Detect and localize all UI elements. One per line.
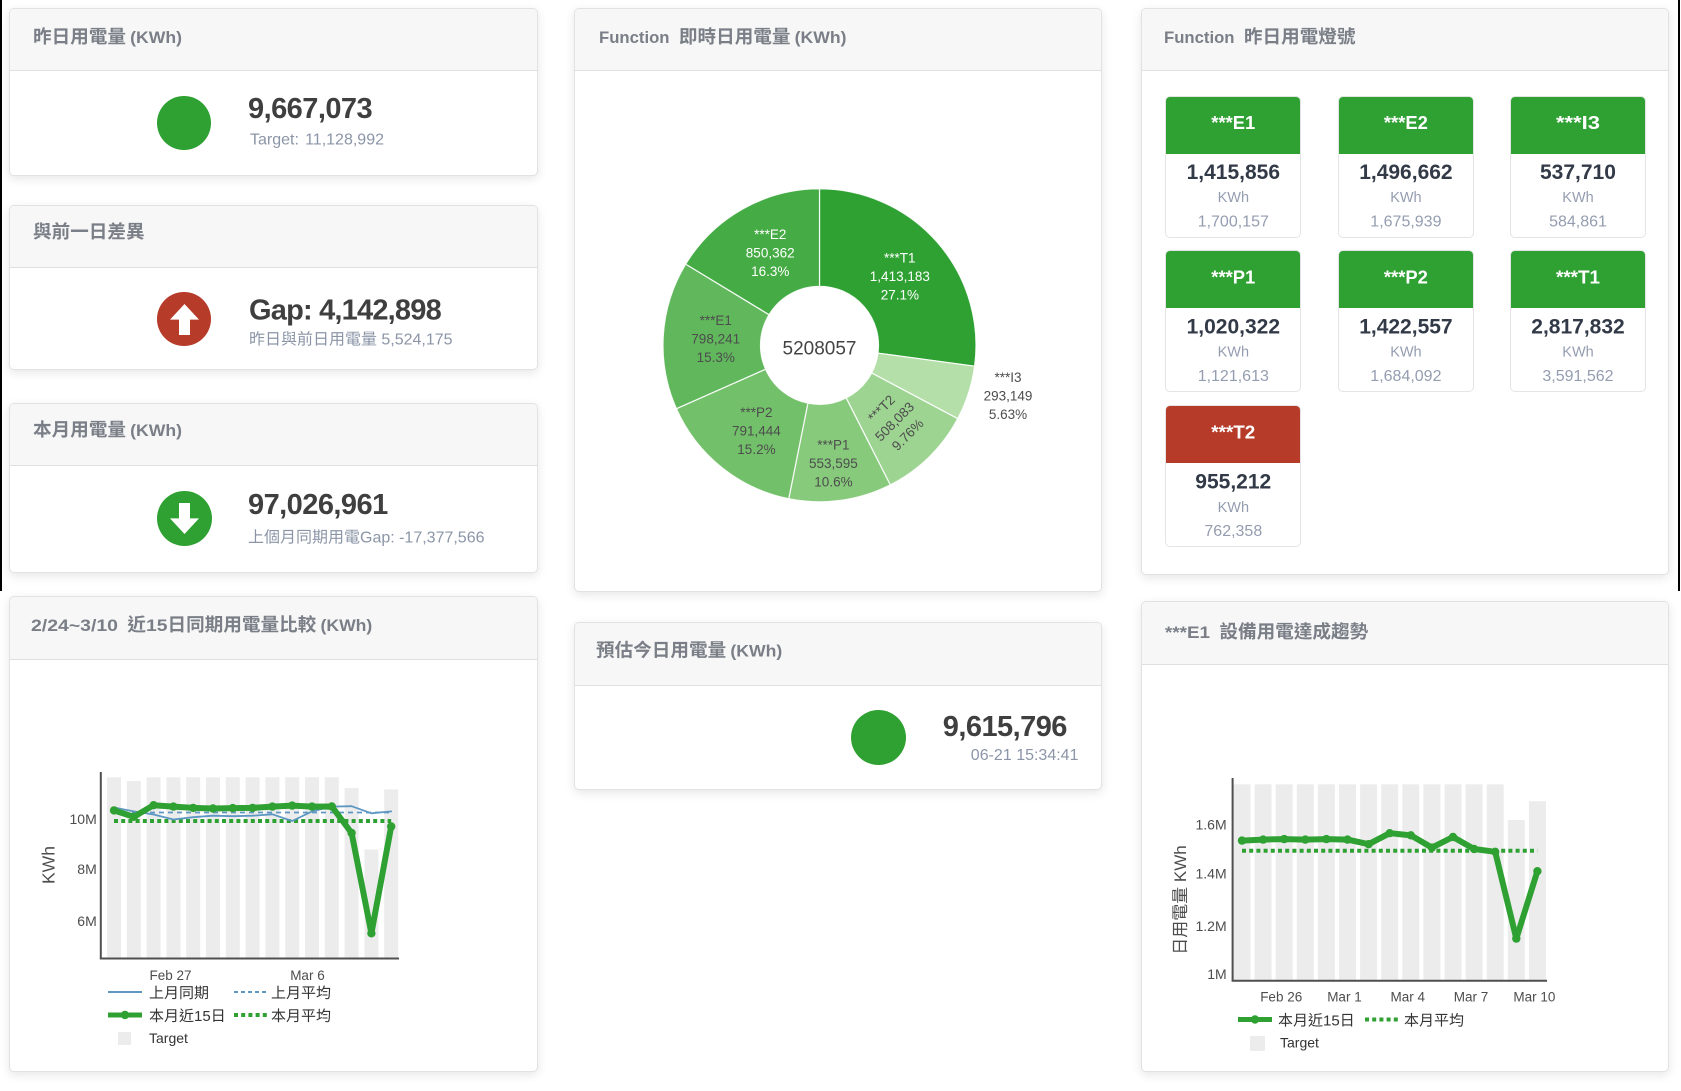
svg-text:(KWh): (KWh) xyxy=(130,28,182,47)
svg-text:KWh: KWh xyxy=(1218,190,1249,206)
svg-text:KWh: KWh xyxy=(1390,345,1421,361)
svg-text:1,413,183: 1,413,183 xyxy=(870,269,930,284)
svg-text:293,149: 293,149 xyxy=(984,389,1033,404)
svg-text:***E2: ***E2 xyxy=(754,227,786,242)
svg-text:850,362: 850,362 xyxy=(746,246,795,261)
svg-text:10M: 10M xyxy=(70,811,97,827)
svg-text:3,591,562: 3,591,562 xyxy=(1542,368,1613,385)
svg-text:762,358: 762,358 xyxy=(1204,523,1262,540)
svg-text:1M: 1M xyxy=(1207,966,1226,982)
svg-text:15.2%: 15.2% xyxy=(737,442,775,457)
svg-text:***E1: ***E1 xyxy=(700,313,732,328)
svg-text:1,415,856: 1,415,856 xyxy=(1187,161,1280,184)
svg-text:Mar: Mar xyxy=(290,968,314,983)
svg-text:15.3%: 15.3% xyxy=(697,350,735,365)
svg-text:Mar: Mar xyxy=(1454,990,1478,1005)
svg-text:Feb: Feb xyxy=(1260,990,1283,1005)
svg-text:1,422,557: 1,422,557 xyxy=(1359,315,1452,338)
svg-text:***T1: ***T1 xyxy=(1556,267,1600,287)
svg-text:6M: 6M xyxy=(77,913,96,929)
svg-text:***I3: ***I3 xyxy=(995,370,1022,385)
svg-text:6: 6 xyxy=(317,968,325,983)
svg-text:KWh: KWh xyxy=(1171,845,1190,882)
svg-text:Function: Function xyxy=(599,28,670,47)
svg-text:537,710: 537,710 xyxy=(1540,161,1616,184)
svg-text:***P1: ***P1 xyxy=(817,437,849,452)
svg-text:KWh: KWh xyxy=(39,846,59,884)
svg-text:1: 1 xyxy=(1354,990,1362,1005)
svg-text:***P2: ***P2 xyxy=(740,405,772,420)
svg-text:16.3%: 16.3% xyxy=(751,264,789,279)
svg-text:***T2: ***T2 xyxy=(1211,422,1255,442)
svg-text:***P2: ***P2 xyxy=(1384,267,1428,287)
svg-text:***E1: ***E1 xyxy=(1211,113,1255,133)
svg-text:Mar: Mar xyxy=(1513,990,1537,1005)
svg-text:(KWh): (KWh) xyxy=(795,28,847,47)
svg-text:27.1%: 27.1% xyxy=(881,288,919,303)
svg-text:KWh: KWh xyxy=(1218,345,1249,361)
svg-text:10: 10 xyxy=(1540,990,1555,1005)
svg-text:4,142,898: 4,142,898 xyxy=(319,295,441,327)
svg-text:KWh: KWh xyxy=(1218,500,1249,516)
svg-text:15: 15 xyxy=(1323,1013,1340,1030)
svg-text:***T1: ***T1 xyxy=(884,251,916,266)
svg-text:-17,377,566: -17,377,566 xyxy=(399,530,485,547)
svg-text:5.63%: 5.63% xyxy=(989,407,1027,422)
svg-text:(KWh): (KWh) xyxy=(130,421,182,440)
svg-text:9,615,796: 9,615,796 xyxy=(943,711,1067,743)
svg-text:KWh: KWh xyxy=(1390,190,1421,206)
svg-text:Target: Target xyxy=(1280,1035,1319,1051)
svg-text:27: 27 xyxy=(177,968,192,983)
svg-text:1.6M: 1.6M xyxy=(1196,816,1227,832)
svg-text:Target:: Target: xyxy=(250,132,299,149)
svg-text:(KWh): (KWh) xyxy=(730,642,782,661)
svg-text:9,667,073: 9,667,073 xyxy=(248,93,372,125)
svg-text:1,684,092: 1,684,092 xyxy=(1370,368,1441,385)
svg-text:Gap:: Gap: xyxy=(249,295,312,327)
svg-text:553,595: 553,595 xyxy=(809,456,858,471)
svg-text:1,496,662: 1,496,662 xyxy=(1359,161,1452,184)
svg-text:1,675,939: 1,675,939 xyxy=(1370,214,1441,231)
svg-text:26: 26 xyxy=(1287,990,1302,1005)
svg-text:15: 15 xyxy=(146,616,168,635)
svg-text:***I3: ***I3 xyxy=(1556,113,1600,133)
svg-text:Gap:: Gap: xyxy=(360,530,395,547)
svg-text:2,817,832: 2,817,832 xyxy=(1531,315,1624,338)
svg-text:***E1: ***E1 xyxy=(1165,623,1210,642)
svg-text:955,212: 955,212 xyxy=(1195,470,1271,493)
svg-text:1,700,157: 1,700,157 xyxy=(1198,214,1269,231)
svg-text:791,444: 791,444 xyxy=(732,423,781,438)
svg-text:Mar: Mar xyxy=(1391,990,1415,1005)
svg-text:Target: Target xyxy=(149,1030,188,1046)
svg-text:Function: Function xyxy=(1164,28,1235,47)
svg-text:(KWh): (KWh) xyxy=(321,616,373,635)
svg-text:Feb: Feb xyxy=(150,968,173,983)
svg-text:5208057: 5208057 xyxy=(783,338,857,359)
svg-text:11,128,992: 11,128,992 xyxy=(305,132,384,149)
svg-text:15:34:41: 15:34:41 xyxy=(1016,747,1078,764)
svg-text:584,861: 584,861 xyxy=(1549,214,1607,231)
svg-text:06-21: 06-21 xyxy=(971,747,1012,764)
svg-text:Mar: Mar xyxy=(1327,990,1351,1005)
svg-text:15: 15 xyxy=(194,1008,211,1025)
svg-text:1,121,613: 1,121,613 xyxy=(1198,368,1269,385)
svg-text:7: 7 xyxy=(1481,990,1489,1005)
svg-text:KWh: KWh xyxy=(1562,190,1593,206)
svg-text:97,026,961: 97,026,961 xyxy=(248,489,388,521)
svg-text:***P1: ***P1 xyxy=(1211,267,1255,287)
svg-text:1.2M: 1.2M xyxy=(1196,918,1227,934)
svg-text:KWh: KWh xyxy=(1562,345,1593,361)
svg-text:2/24~3/10: 2/24~3/10 xyxy=(31,616,118,635)
svg-text:5,524,175: 5,524,175 xyxy=(381,332,452,349)
svg-text:4: 4 xyxy=(1418,990,1426,1005)
svg-text:798,241: 798,241 xyxy=(691,332,740,347)
svg-text:10.6%: 10.6% xyxy=(814,474,852,489)
svg-text:8M: 8M xyxy=(77,861,96,877)
svg-text:1.4M: 1.4M xyxy=(1196,865,1227,881)
svg-text:***E2: ***E2 xyxy=(1384,113,1428,133)
svg-text:1,020,322: 1,020,322 xyxy=(1187,315,1280,338)
